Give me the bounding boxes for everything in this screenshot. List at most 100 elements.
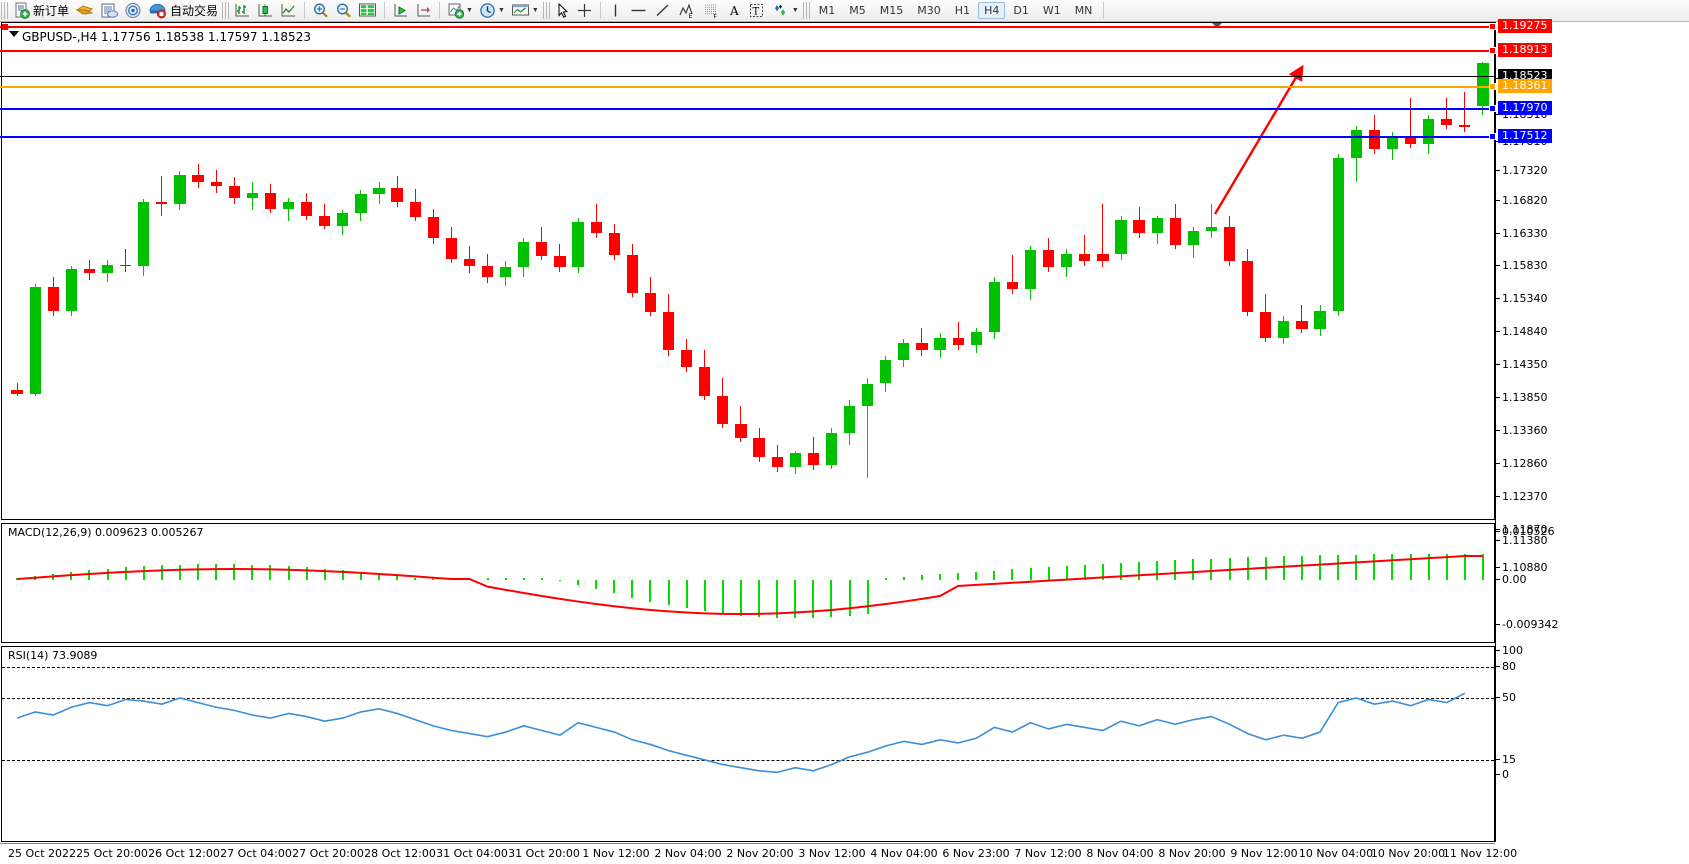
macd-histogram-bar [269,565,272,580]
macd-histogram-bar [287,566,290,580]
timeframe-m15[interactable]: M15 [879,4,904,17]
timeframe-w1[interactable]: W1 [1042,4,1061,17]
zoom-out-button[interactable] [333,1,354,20]
price-level-line-last-price[interactable] [0,76,1495,77]
bar-chart-button[interactable] [232,1,253,20]
price-level-line-pivot[interactable] [0,86,1495,88]
macd-histogram-bar [378,574,380,580]
svg-text:T: T [752,7,759,18]
macd-histogram-bar [540,578,543,580]
price-level-handle[interactable] [1489,133,1496,140]
price-chart-panel[interactable] [1,22,1495,520]
price-level-label-pivot: 1.18361 [1498,79,1552,93]
shapes-button[interactable]: ▼ [769,1,801,20]
macd-histogram-bar [432,578,435,580]
autoscroll-button[interactable] [390,1,411,20]
toolbar-grip-4[interactable] [802,2,810,19]
time-tick: 25 Oct 20:00 [76,847,148,860]
chart-shift-button[interactable] [413,1,434,20]
templates-button[interactable]: ▼ [509,1,541,20]
price-level-handle[interactable] [1489,47,1496,54]
zoom-in-icon [314,3,328,18]
macd-histogram-bar [16,578,19,580]
toolbar-grip[interactable] [1,2,8,19]
period-icon [480,3,495,18]
cursor-button[interactable] [553,1,572,20]
macd-histogram-bar [939,574,942,580]
macd-histogram-bar [1445,554,1448,580]
time-tick: 1 Nov 12:00 [582,847,650,860]
auto-trading-button[interactable]: 自动交易 [146,1,220,20]
templates-icon [511,4,529,16]
timeframe-h4[interactable]: H4 [978,2,1006,19]
rsi-line [16,692,1466,774]
chevron-down-icon-2[interactable]: ▼ [497,7,505,14]
period-button[interactable]: ▼ [477,1,507,20]
timeframe-h1[interactable]: H1 [954,4,971,17]
macd-histogram-bar [703,580,706,612]
trendline-button[interactable] [652,1,673,20]
time-tick: 31 Oct 20:00 [508,847,580,860]
data-window-button[interactable] [356,1,379,20]
deal-button[interactable] [73,1,96,20]
elliott-wave-button[interactable]: E [675,1,698,20]
timeframe-m5[interactable]: M5 [849,4,866,17]
vertical-line-icon [614,4,617,17]
price-level-line-resistance[interactable] [0,50,1495,52]
macd-histogram-bar [631,580,634,598]
price-level-handle[interactable] [1489,23,1496,30]
fibonacci-button[interactable]: F [700,1,723,20]
candlestick-chart-icon [258,4,273,17]
time-tick: 4 Nov 04:00 [870,847,938,860]
horizontal-line-button[interactable] [627,1,650,20]
time-tick: 2 Nov 04:00 [654,847,722,860]
rsi-panel[interactable] [1,646,1495,842]
add-indicator-button[interactable]: ▼ [445,1,475,20]
zoom-in-button[interactable] [310,1,331,20]
text-button[interactable]: A [725,1,744,20]
signals-button[interactable] [122,1,144,20]
timeframe-m1[interactable]: M1 [818,4,836,17]
data-window-icon [359,3,377,17]
chart-scroll-caret-icon[interactable] [1212,23,1222,28]
vertical-line-button[interactable] [606,1,625,20]
timeframe-mn[interactable]: MN [1074,4,1093,17]
crosshair-button[interactable] [574,1,595,20]
price-level-line-resistance[interactable] [0,26,1495,28]
macd-histogram-bar [160,565,163,580]
macd-histogram-bar [812,580,815,618]
news-button[interactable] [98,1,120,20]
price-tick: 1.12370 [1496,490,1548,503]
rsi-axis-tick: 80 [1496,660,1516,673]
toolbar-grip-2[interactable] [222,2,230,19]
rsi-axis-tick: 15 [1496,753,1516,766]
macd-histogram-bar [667,580,670,606]
text-label-button[interactable]: T [746,1,767,20]
rsi-level-15 [2,760,1494,761]
time-axis[interactable]: 25 Oct 2022 25 Oct 20:00 26 Oct 12:00 27 Oc… [0,843,1517,864]
chevron-down-icon[interactable]: ▼ [466,7,473,14]
macd-histogram-bar [776,580,779,618]
candlestick-chart-button[interactable] [255,1,276,20]
new-order-button[interactable]: 新订单 [11,1,71,20]
chevron-down-icon-3[interactable]: ▼ [531,7,539,14]
price-level-line-support[interactable] [0,136,1495,138]
macd-histogram-bar [1463,554,1466,580]
line-chart-button[interactable] [278,1,299,20]
chart-collapse-icon[interactable] [9,31,19,37]
chevron-down-icon-4[interactable]: ▼ [791,7,799,14]
time-tick: 6 Nov 23:00 [942,847,1010,860]
price-level-line-support[interactable] [0,108,1495,110]
macd-histogram-bar [558,580,561,581]
toolbar-grip-3[interactable] [542,2,550,19]
bullish-trend-arrow [1213,64,1304,215]
macd-histogram-bar [1355,554,1358,580]
new-order-icon [15,2,30,19]
timeframe-d1[interactable]: D1 [1013,4,1029,17]
macd-axis-tick: 0.00 [1496,573,1527,586]
macd-panel[interactable] [1,523,1495,643]
timeframe-m30[interactable]: M30 [917,4,941,17]
price-level-handle[interactable] [1489,83,1496,90]
price-level-handle[interactable] [1489,105,1496,112]
macd-histogram-bar [1029,568,1032,580]
